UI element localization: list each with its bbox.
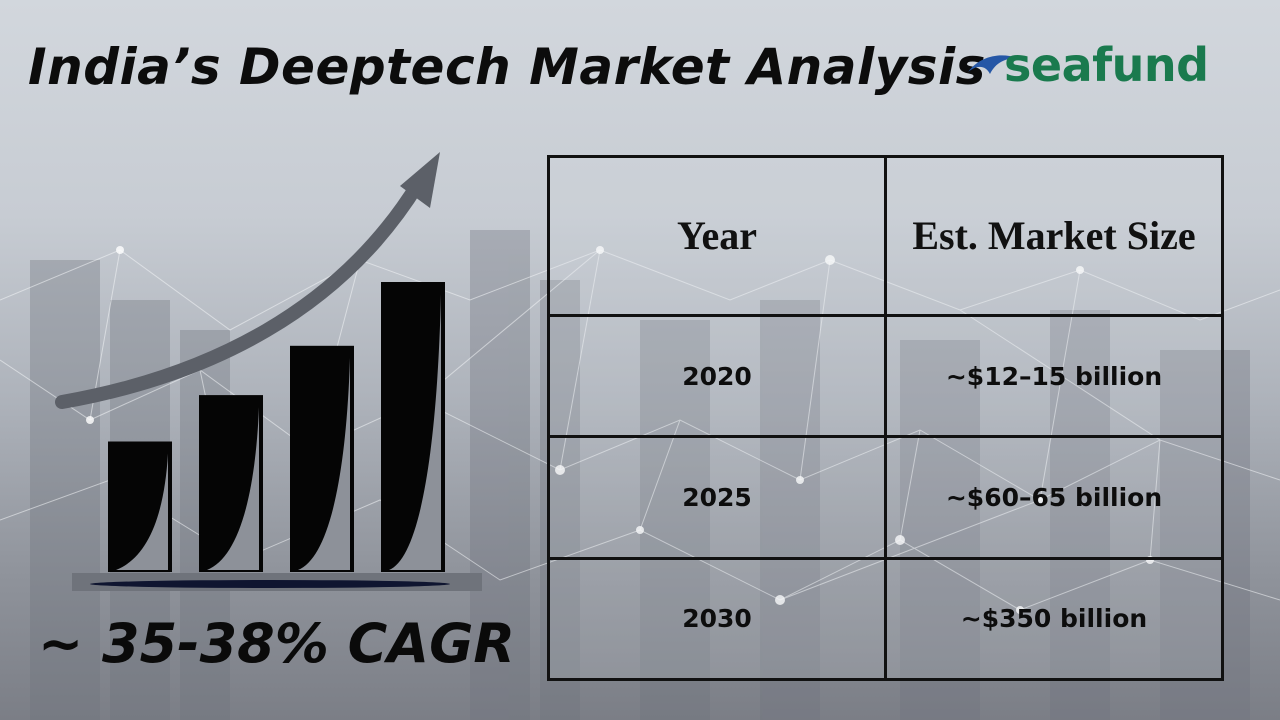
bar-chart-growth-icon <box>55 152 482 591</box>
seafund-logo: seafund <box>966 38 1226 100</box>
cell-market-size: ~$60–65 billion <box>884 435 1224 560</box>
header-year: Year <box>547 155 887 317</box>
table-row: 2030 ~$350 billion <box>547 556 1224 682</box>
header-market-size: Est. Market Size <box>884 155 1224 317</box>
base-shadow <box>90 580 450 588</box>
cell-year: 2020 <box>547 313 887 439</box>
table-header-row: Year Est. Market Size <box>547 155 1224 317</box>
cagr-label: ~ 35-38% CAGR <box>38 612 515 675</box>
growth-bar-highlight <box>389 294 441 570</box>
growth-bar-highlight <box>298 357 350 570</box>
logo-text: seafund <box>1004 38 1209 92</box>
growth-arrow-icon <box>55 177 425 409</box>
growth-bar-highlight <box>207 407 259 570</box>
arrow-head-icon <box>400 152 440 208</box>
cell-year: 2030 <box>547 556 887 682</box>
growth-bar-highlight <box>116 453 168 570</box>
cell-market-size: ~$12–15 billion <box>884 313 1224 439</box>
wave-logo-icon <box>968 55 1018 74</box>
cell-market-size: ~$350 billion <box>884 556 1224 682</box>
page-title: India’s Deeptech Market Analysis <box>28 38 986 96</box>
market-size-table: Year Est. Market Size 2020 ~$12–15 billi… <box>547 155 1224 682</box>
table-row: 2025 ~$60–65 billion <box>547 435 1224 560</box>
table-row: 2020 ~$12–15 billion <box>547 313 1224 439</box>
cell-year: 2025 <box>547 435 887 560</box>
